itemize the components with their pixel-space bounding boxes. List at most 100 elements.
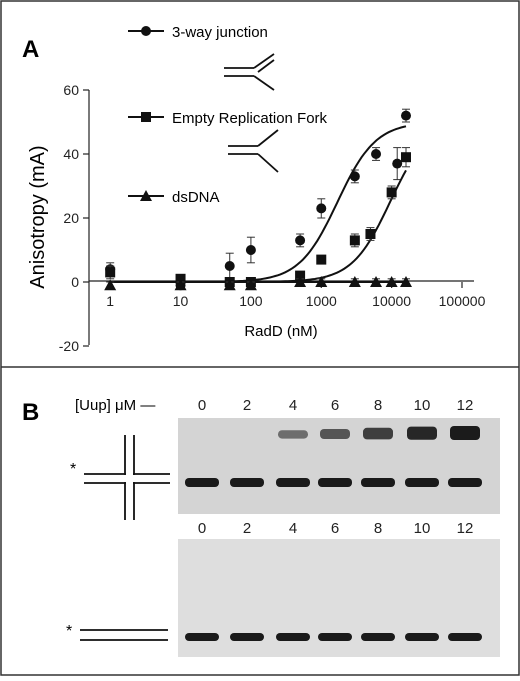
lane-label-lower: 0 xyxy=(198,520,206,537)
x-tick-label: 100 xyxy=(239,293,263,309)
legend-label-empty-replication-fork: Empty Replication Fork xyxy=(172,110,328,127)
y-tick-label: 0 xyxy=(71,274,79,290)
free-dna-band-upper xyxy=(185,478,219,487)
data-point xyxy=(316,203,327,214)
panel-b: B [Uup] μM — 0 2 4 6 8 10 12 0 2 4 6 8 10 12 * * xyxy=(22,397,500,657)
free-dna-band-lower xyxy=(318,633,352,641)
lane-label-upper: 8 xyxy=(374,397,382,414)
data-point xyxy=(294,276,307,287)
data-point xyxy=(400,110,411,121)
plot-area xyxy=(104,108,412,291)
y-axis-label: Anisotropy (mA) xyxy=(27,145,49,288)
shifted-complex-band xyxy=(320,429,350,439)
x-tick-label: 10 xyxy=(173,293,189,309)
legend: 3-way junction Empty Replication Fork xyxy=(128,24,328,206)
free-dna-band-upper xyxy=(361,478,395,487)
data-point xyxy=(316,254,327,265)
label-star-lower: * xyxy=(66,623,72,640)
lane-label-upper: 12 xyxy=(457,397,474,414)
free-dna-band-lower xyxy=(185,633,219,641)
shifted-complex-band xyxy=(278,430,308,439)
lane-label-upper: 4 xyxy=(289,397,297,414)
data-point xyxy=(295,235,306,246)
free-dna-band-lower xyxy=(276,633,310,641)
data-point xyxy=(386,187,397,198)
data-point xyxy=(105,267,116,278)
legend-label-dsdna: dsDNA xyxy=(172,189,220,206)
y-tick-label: -20 xyxy=(59,338,79,354)
free-dna-band-upper xyxy=(318,478,352,487)
lane-labels-lower: 0 2 4 6 8 10 12 xyxy=(198,520,474,537)
data-point xyxy=(174,279,187,291)
data-point xyxy=(104,279,117,291)
lane-label-upper: 0 xyxy=(198,397,206,414)
free-dna-band-lower xyxy=(405,633,439,641)
data-point xyxy=(371,149,382,159)
lane-label-lower: 4 xyxy=(289,520,297,537)
data-point xyxy=(392,158,403,169)
shifted-complex-band xyxy=(450,426,480,440)
data-point xyxy=(295,270,306,281)
data-point xyxy=(370,276,383,287)
free-dna-band-lower xyxy=(230,633,264,641)
y-tick-label: 60 xyxy=(63,82,79,98)
fit-curve xyxy=(110,125,407,283)
data-point xyxy=(385,276,398,287)
data-point xyxy=(349,235,360,246)
replication-fork-icon xyxy=(228,129,279,173)
data-point xyxy=(175,273,186,284)
four-way-junction-icon: * xyxy=(70,435,170,520)
gel-bands xyxy=(185,426,482,641)
lane-label-lower: 12 xyxy=(457,520,474,537)
legend-item-dsdna: dsDNA xyxy=(128,189,220,206)
free-dna-band-upper xyxy=(230,478,264,487)
series-dsdna xyxy=(104,276,412,291)
x-tick-label: 100000 xyxy=(439,293,486,309)
legend-item-empty-replication-fork: Empty Replication Fork xyxy=(128,110,328,127)
free-dna-band-lower xyxy=(448,633,482,641)
x-tick-label: 1000 xyxy=(306,293,337,309)
lane-label-lower: 10 xyxy=(414,520,431,537)
fit-curve xyxy=(110,169,407,283)
panel-a-letter: A xyxy=(22,36,39,63)
lane-label-lower: 8 xyxy=(374,520,382,537)
lane-label-lower: 6 xyxy=(331,520,339,537)
three-way-junction-icon xyxy=(224,53,275,91)
label-star-upper: * xyxy=(70,461,76,478)
lane-label-upper: 6 xyxy=(331,397,339,414)
x-axis-label: RadD (nM) xyxy=(244,323,317,340)
x-tick-label: 10000 xyxy=(372,293,411,309)
x-tick-label: 1 xyxy=(106,293,114,309)
shifted-complex-band xyxy=(407,426,437,440)
data-point xyxy=(348,276,361,287)
axis-ticks: -20 0 20 40 60 1 10 100 1000 10000 100000 xyxy=(59,82,486,354)
free-dna-band-upper xyxy=(276,478,310,487)
lane-label-lower: 2 xyxy=(243,520,251,537)
panel-b-letter: B xyxy=(22,399,39,426)
data-point xyxy=(224,261,235,271)
free-dna-band-lower xyxy=(361,633,395,641)
dsdna-substrate-icon: * xyxy=(66,623,168,641)
legend-item-3-way-junction: 3-way junction xyxy=(128,24,268,41)
legend-label-3-way-junction: 3-way junction xyxy=(172,24,268,41)
free-dna-band-upper xyxy=(448,478,482,487)
data-point xyxy=(223,279,236,291)
free-dna-band-upper xyxy=(405,478,439,487)
y-tick-label: 20 xyxy=(63,210,79,226)
data-point xyxy=(244,279,257,291)
data-point xyxy=(400,152,411,163)
concentration-label: [Uup] μM — xyxy=(75,397,155,414)
data-point xyxy=(349,171,360,182)
y-tick-label: 40 xyxy=(63,146,79,162)
data-point xyxy=(315,276,328,287)
lane-label-upper: 10 xyxy=(414,397,431,414)
shifted-complex-band xyxy=(363,427,393,440)
lane-labels-upper: 0 2 4 6 8 10 12 xyxy=(198,397,474,414)
data-point xyxy=(399,276,412,287)
series-empty-replication-fork xyxy=(105,147,411,287)
lane-label-upper: 2 xyxy=(243,397,251,414)
data-point xyxy=(365,229,376,239)
